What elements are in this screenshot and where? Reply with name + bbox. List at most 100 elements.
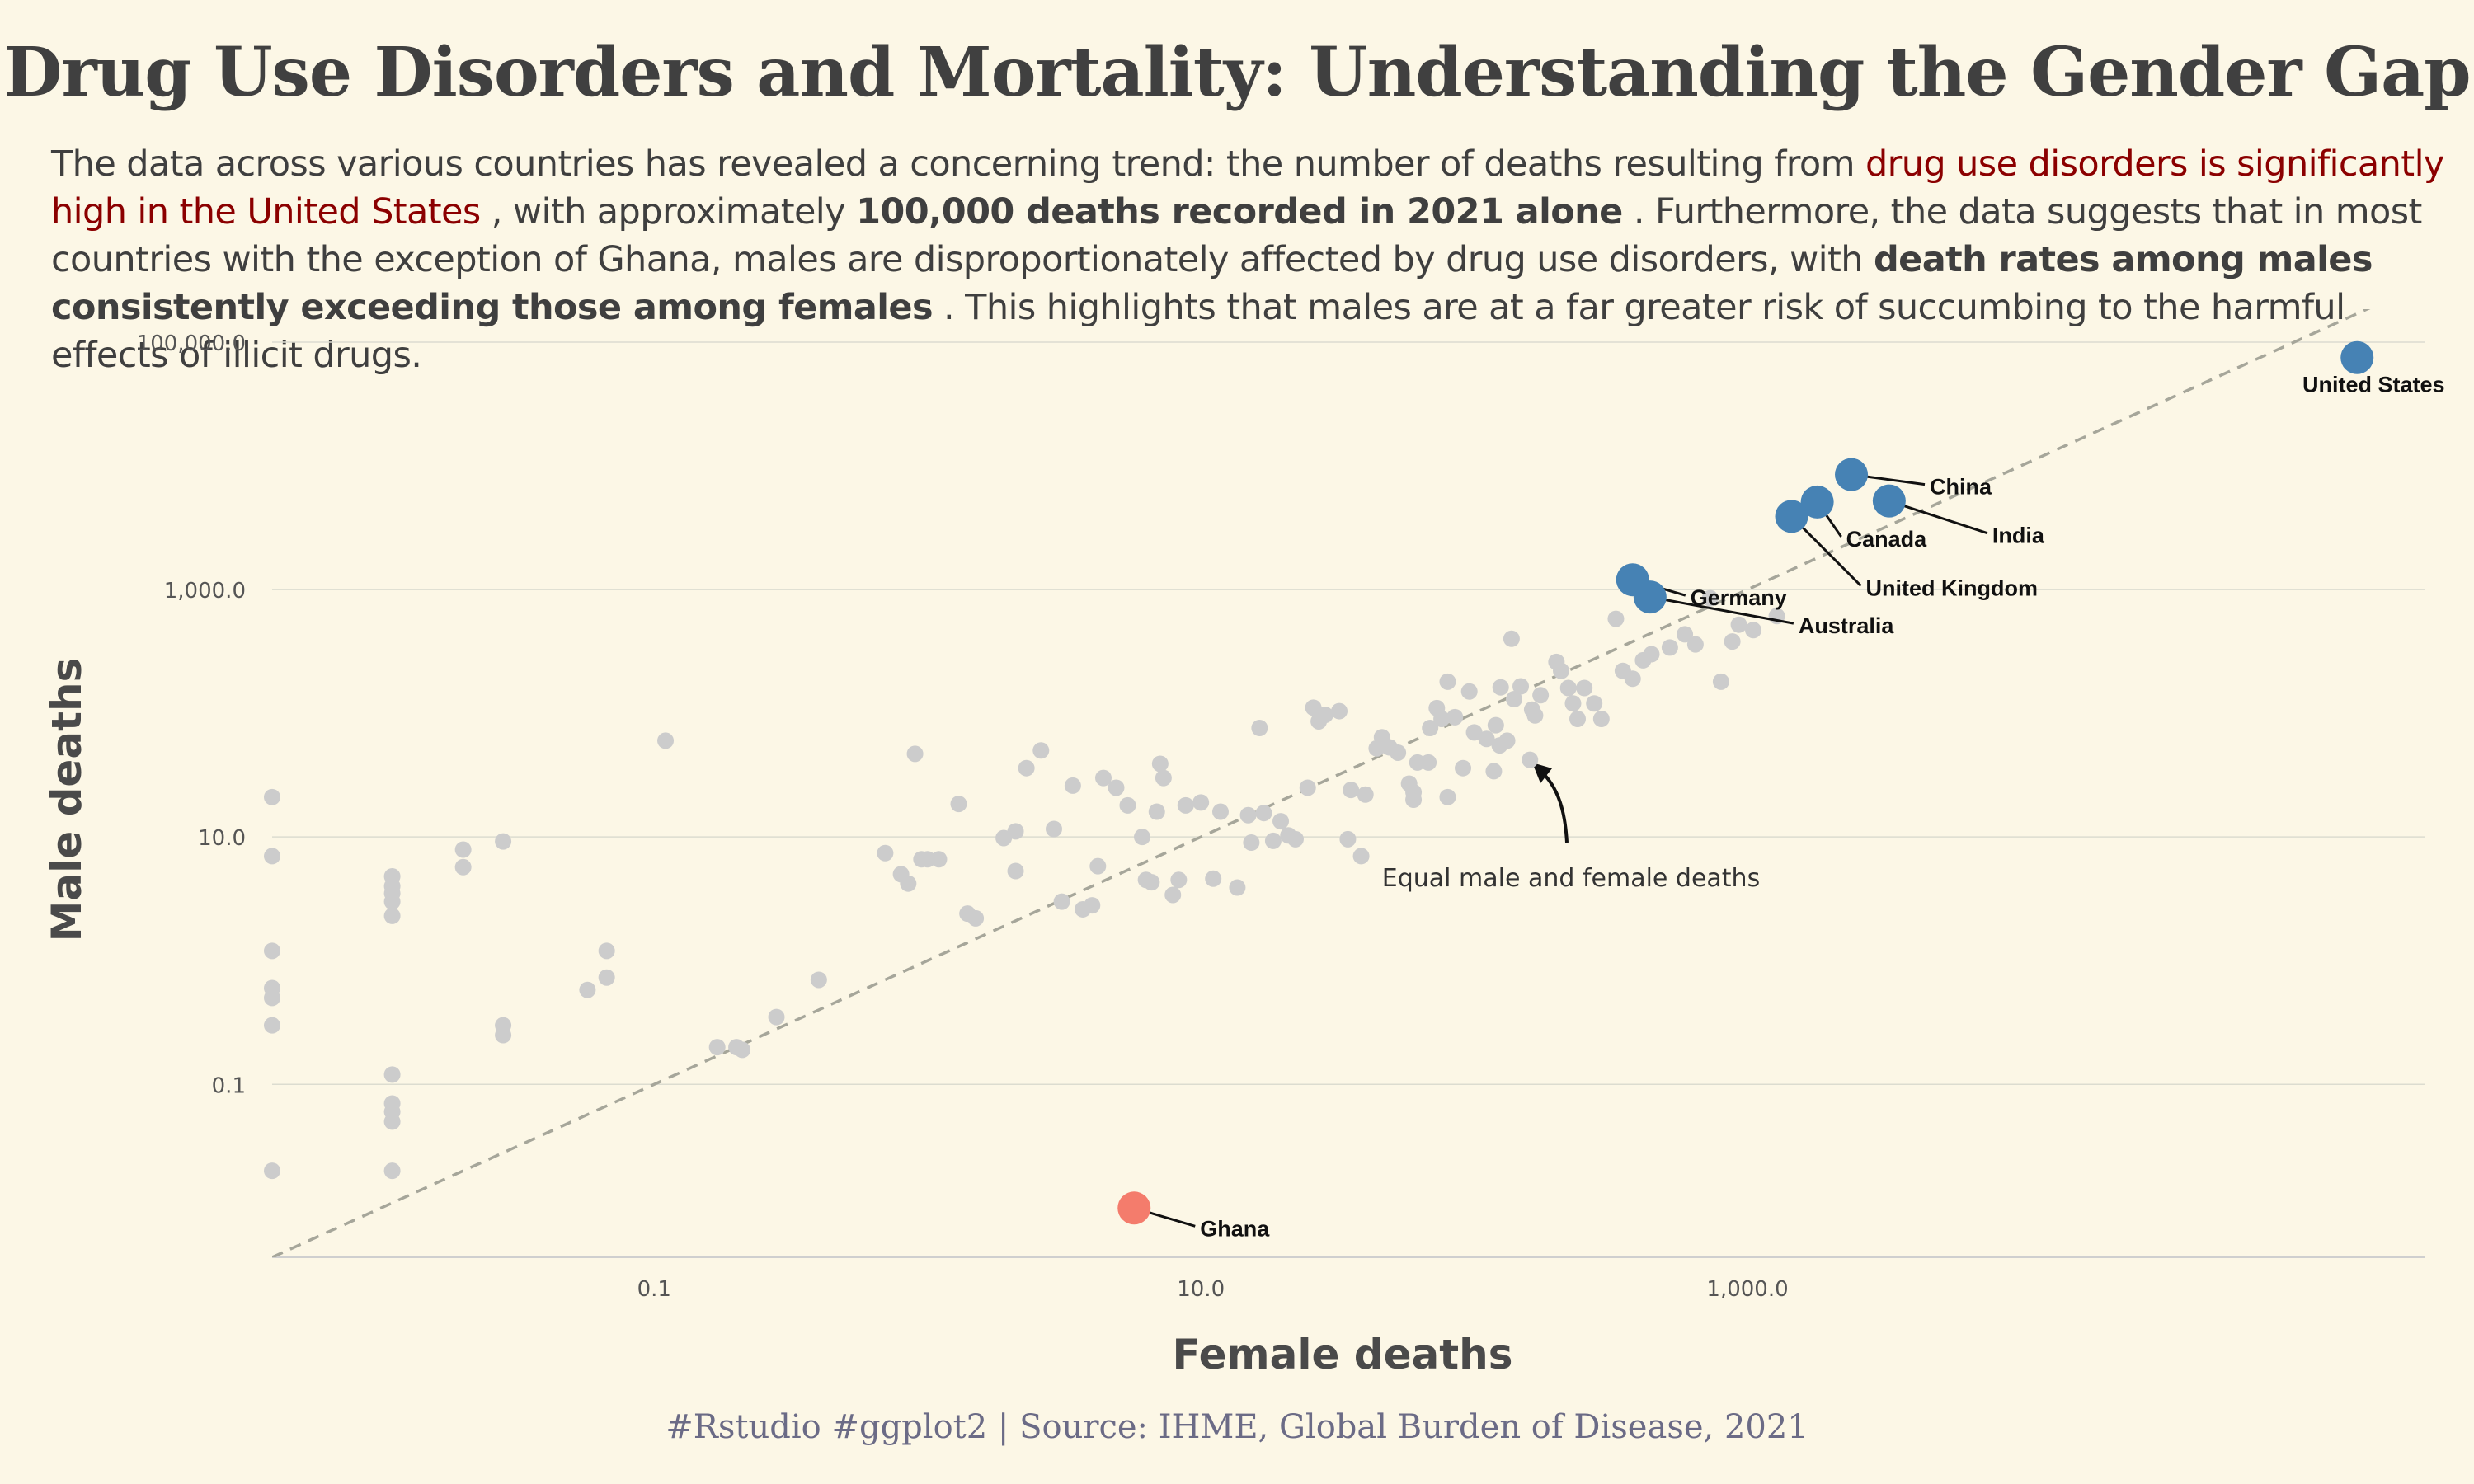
- country-point: [1446, 708, 1464, 726]
- country-point: [1339, 830, 1357, 848]
- country-point: [1343, 782, 1360, 799]
- label-china: China: [1930, 475, 1992, 500]
- country-point: [1390, 744, 1407, 761]
- country-point: [950, 796, 967, 813]
- point-ghana: [1117, 1191, 1151, 1225]
- country-point: [495, 1026, 512, 1044]
- y-tick-label: 1,000.0: [164, 579, 246, 603]
- country-point: [1264, 832, 1282, 849]
- country-point: [708, 1039, 726, 1056]
- country-point: [1420, 754, 1437, 771]
- country-point: [1677, 626, 1694, 643]
- country-point: [264, 848, 280, 865]
- country-point: [383, 1162, 401, 1180]
- country-point: [1455, 759, 1472, 777]
- country-point: [1286, 830, 1304, 848]
- country-point: [1155, 769, 1172, 787]
- point-india: [1872, 484, 1906, 518]
- y-axis-title: Male deaths: [43, 658, 91, 942]
- label-united-states: United States: [2302, 373, 2445, 397]
- country-point: [1089, 857, 1107, 875]
- subtitle-text-2: , with approximately: [480, 191, 857, 232]
- y-tick-label: 0.1: [212, 1073, 246, 1098]
- point-australia: [1633, 580, 1667, 614]
- country-point: [1492, 679, 1509, 696]
- country-point: [1506, 691, 1523, 708]
- country-point: [383, 893, 401, 910]
- country-point: [1255, 805, 1272, 822]
- country-point: [1433, 710, 1451, 727]
- label-leaders: [1133, 473, 1988, 1228]
- x-tick-label: 1,000.0: [1706, 1277, 1788, 1302]
- country-point: [1305, 699, 1322, 716]
- country-point: [1192, 794, 1210, 811]
- country-point: [1526, 707, 1544, 724]
- country-point: [1045, 820, 1062, 838]
- chart-caption: #Rstudio #ggplot2 | Source: IHME, Global…: [666, 1408, 1808, 1446]
- country-point: [768, 1008, 785, 1026]
- country-point: [1094, 769, 1112, 787]
- country-point: [264, 1017, 280, 1034]
- label-germany: Germany: [1691, 585, 1787, 610]
- label-united-kingdom: United Kingdom: [1865, 575, 2037, 600]
- country-point: [1316, 707, 1333, 724]
- country-point: [383, 1113, 401, 1130]
- country-point: [906, 745, 924, 763]
- country-point: [1532, 687, 1550, 704]
- axes: 0.1 10.0 1,000.0 100,000.0 0.1 10.0 1,000.0: [137, 331, 2425, 1302]
- country-point: [579, 981, 596, 998]
- country-point: [1487, 716, 1504, 734]
- country-point: [1405, 783, 1423, 801]
- country-point: [1084, 897, 1101, 914]
- country-point: [1018, 759, 1035, 777]
- subtitle-text-3: . Furthermore, the data suggests that in…: [51, 191, 2422, 280]
- reference-line-group: [272, 309, 2371, 1257]
- country-point: [1007, 823, 1024, 840]
- country-point: [1119, 796, 1136, 814]
- country-point: [1503, 630, 1520, 647]
- x-tick-label: 0.1: [637, 1277, 671, 1302]
- country-point: [264, 1162, 280, 1180]
- country-point: [1661, 639, 1678, 656]
- country-point: [383, 1066, 401, 1083]
- x-tick-label: 10.0: [1177, 1277, 1225, 1302]
- country-point: [264, 942, 280, 960]
- country-point: [454, 858, 472, 876]
- country-point: [1239, 806, 1257, 824]
- country-point: [264, 788, 280, 805]
- country-point: [657, 732, 675, 749]
- country-point: [1151, 755, 1169, 773]
- other-countries-points: [264, 589, 1785, 1180]
- country-point: [598, 969, 615, 986]
- country-point: [1251, 720, 1268, 737]
- label-ghana: Ghana: [1200, 1216, 1270, 1241]
- country-point: [1211, 803, 1229, 820]
- country-point: [1422, 720, 1439, 737]
- country-point: [1134, 829, 1151, 846]
- label-leader-line: [1888, 500, 1988, 535]
- country-point: [1007, 862, 1024, 880]
- country-point: [1553, 662, 1570, 679]
- country-point: [454, 841, 472, 858]
- country-point: [1607, 610, 1625, 627]
- country-point: [598, 942, 615, 960]
- chart-subtitle: The data across various countries has re…: [51, 140, 2467, 379]
- label-leader-line: [1649, 595, 1794, 625]
- country-point: [1712, 673, 1729, 690]
- point-united-states: [2340, 340, 2374, 374]
- country-point: [1053, 893, 1070, 910]
- annotation-arrow: [1539, 769, 1569, 843]
- country-point: [1460, 683, 1478, 700]
- country-point: [877, 844, 894, 862]
- country-point: [1170, 871, 1188, 889]
- country-point: [1569, 710, 1587, 727]
- country-point: [1205, 870, 1222, 887]
- gridlines: [272, 341, 2425, 1086]
- country-point: [1498, 732, 1516, 749]
- subtitle-bold-male-rates: death rates among males consistently exc…: [51, 239, 2373, 328]
- country-point: [1701, 589, 1719, 607]
- country-point: [1148, 803, 1165, 820]
- country-point: [1485, 763, 1503, 780]
- country-point: [1512, 678, 1530, 695]
- country-point: [1624, 670, 1641, 688]
